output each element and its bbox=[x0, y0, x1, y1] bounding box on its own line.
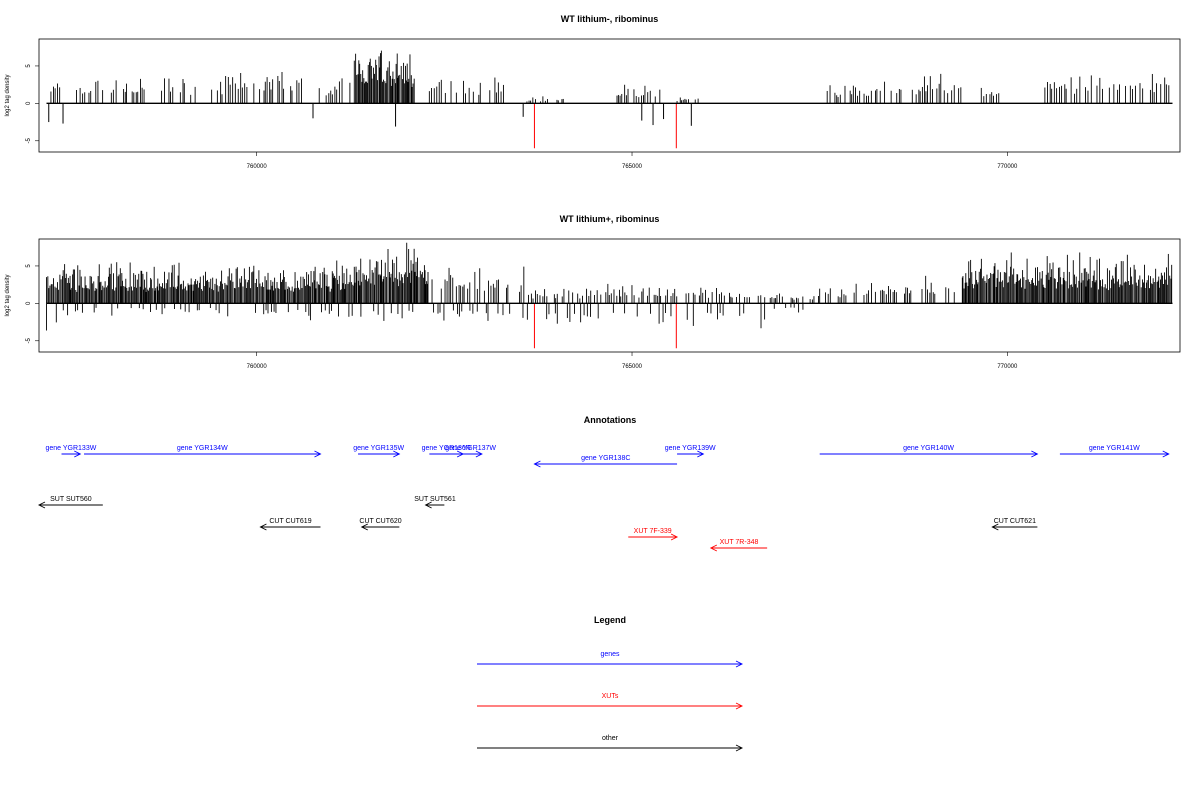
legend-item-other: other bbox=[477, 735, 744, 752]
x-tick-label: 770000 bbox=[997, 364, 1018, 370]
feature-label: SUT SUT560 bbox=[50, 496, 92, 503]
feature-sut-sut560: SUT SUT560 bbox=[37, 496, 103, 509]
feature-gene-ygr140w: gene YGR140W bbox=[819, 445, 1039, 458]
arrow-head bbox=[74, 450, 82, 458]
feature-label: gene YGR136R bbox=[422, 445, 471, 452]
feature-gene-ygr135w: gene YGR135W bbox=[353, 445, 404, 458]
arrow-head bbox=[697, 450, 705, 458]
feature-xut-7r-348: XUT 7R-348 bbox=[709, 539, 768, 552]
feature-label: CUT CUT620 bbox=[359, 518, 401, 525]
feature-cut-cut619: CUT CUT619 bbox=[259, 518, 321, 531]
y-tick-label: -5 bbox=[26, 337, 32, 343]
arrow-head bbox=[314, 450, 322, 458]
y-tick-label: 5 bbox=[26, 64, 32, 68]
feature-gene-ygr133w: gene YGR133W bbox=[45, 445, 97, 458]
signal-bars bbox=[46, 242, 1173, 349]
feature-label: gene YGR135W bbox=[353, 445, 404, 452]
track-panel-1: WT lithium-, ribominus log2 tag density -5… bbox=[5, 14, 1181, 170]
legend-item-xuts: XUTs bbox=[477, 693, 744, 710]
y-axis-label: log2 tag density bbox=[5, 274, 11, 316]
arrow-head bbox=[735, 744, 744, 752]
track-panel-2: WT lithium+, ribominus log2 tag density -5… bbox=[5, 214, 1181, 370]
plot-title: WT lithium+, ribominus bbox=[560, 214, 660, 224]
x-tick-label: 760000 bbox=[247, 364, 268, 370]
arrow-head bbox=[360, 523, 368, 531]
legend-item-genes: genes bbox=[477, 651, 744, 668]
legend-label: genes bbox=[600, 651, 620, 658]
legend-label: XUTs bbox=[602, 693, 619, 700]
feature-gene-ygr141w: gene YGR141W bbox=[1059, 445, 1170, 458]
y-tick-label: 5 bbox=[26, 264, 32, 268]
annotations-title: Annotations bbox=[584, 415, 637, 425]
arrow-head bbox=[1031, 450, 1039, 458]
arrow-head bbox=[735, 660, 744, 668]
feature-label: gene YGR137W bbox=[445, 445, 496, 452]
plot-frame bbox=[38, 238, 1181, 353]
arrow-head bbox=[709, 544, 718, 552]
feature-cut-cut620: CUT CUT620 bbox=[359, 518, 402, 531]
feature-gene-ygr139w: gene YGR139W bbox=[665, 445, 716, 458]
y-tick-label: -5 bbox=[26, 137, 32, 143]
feature-gene-ygr138c: gene YGR138C bbox=[533, 455, 678, 468]
feature-gene-ygr134w: gene YGR134W bbox=[84, 445, 322, 458]
arrow-head bbox=[424, 501, 432, 509]
x-tick-label: 760000 bbox=[247, 164, 268, 170]
y-tick-label: 0 bbox=[26, 301, 32, 305]
signal-bars bbox=[48, 50, 1170, 149]
feature-label: gene YGR134W bbox=[177, 445, 228, 452]
feature-label: gene YGR133W bbox=[45, 445, 96, 452]
feature-label: gene YGR141W bbox=[1089, 445, 1140, 452]
feature-gene-ygr137w: gene YGR137W bbox=[445, 445, 496, 458]
plot-frame bbox=[38, 38, 1181, 153]
x-tick-label: 770000 bbox=[997, 164, 1018, 170]
plot-title: WT lithium-, ribominus bbox=[561, 14, 659, 24]
feature-label: CUT CUT619 bbox=[269, 518, 311, 525]
y-axis-label: log2 tag density bbox=[5, 74, 11, 116]
y-tick-label: 0 bbox=[26, 101, 32, 105]
feature-label: SUT SUT561 bbox=[414, 496, 456, 503]
arrow-head bbox=[259, 523, 267, 531]
feature-label: gene YGR140W bbox=[903, 445, 954, 452]
legend-panel: Legend genes XUTs other bbox=[477, 615, 744, 752]
feature-label: CUT CUT621 bbox=[994, 518, 1036, 525]
legend-title: Legend bbox=[594, 615, 626, 625]
annotations-panel: Annotations gene YGR133W gene YGR134W gene … bbox=[37, 415, 1170, 552]
feature-label: gene YGR139W bbox=[665, 445, 716, 452]
legend-label: other bbox=[602, 735, 619, 742]
feature-xut-7f-339: XUT 7F-339 bbox=[628, 528, 679, 541]
arrow-head bbox=[533, 460, 541, 468]
feature-sut-sut561: SUT SUT561 bbox=[414, 496, 456, 509]
arrow-head bbox=[670, 533, 679, 541]
feature-label: XUT 7R-348 bbox=[720, 539, 759, 546]
arrow-head bbox=[393, 450, 401, 458]
feature-label: gene YGR138C bbox=[581, 455, 630, 462]
arrow-head bbox=[1162, 450, 1170, 458]
feature-label: XUT 7F-339 bbox=[634, 528, 672, 535]
x-tick-label: 765000 bbox=[622, 364, 643, 370]
arrow-head bbox=[991, 523, 999, 531]
arrow-head bbox=[475, 450, 483, 458]
feature-cut-cut621: CUT CUT621 bbox=[991, 518, 1038, 531]
arrow-head bbox=[735, 702, 744, 710]
arrow-head bbox=[37, 501, 46, 509]
x-tick-label: 765000 bbox=[622, 164, 643, 170]
